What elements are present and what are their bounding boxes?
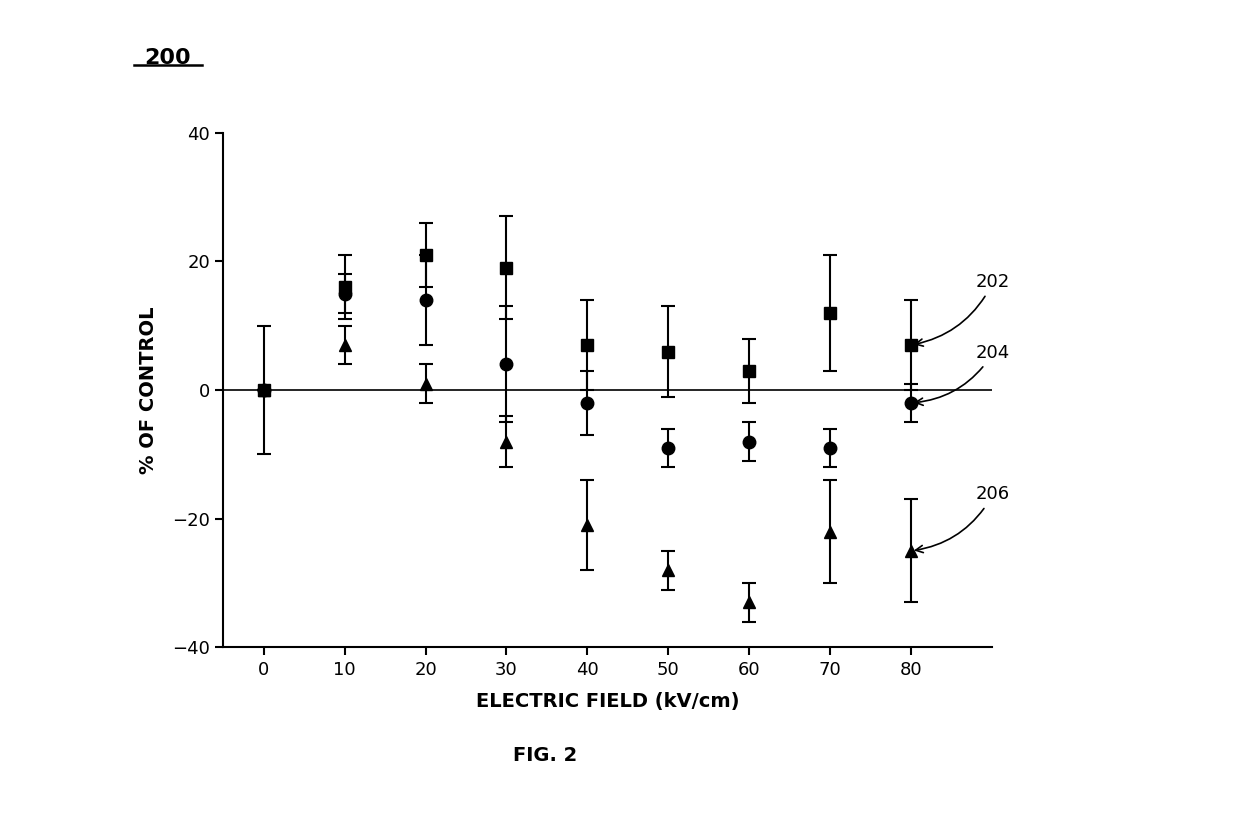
Text: 204: 204 <box>915 344 1011 405</box>
Text: 206: 206 <box>915 486 1009 553</box>
Y-axis label: % OF CONTROL: % OF CONTROL <box>139 306 159 474</box>
Text: FIG. 2: FIG. 2 <box>513 746 578 764</box>
Text: 200: 200 <box>144 48 191 68</box>
X-axis label: ELECTRIC FIELD (kV/cm): ELECTRIC FIELD (kV/cm) <box>476 692 739 711</box>
Text: 202: 202 <box>915 273 1011 346</box>
